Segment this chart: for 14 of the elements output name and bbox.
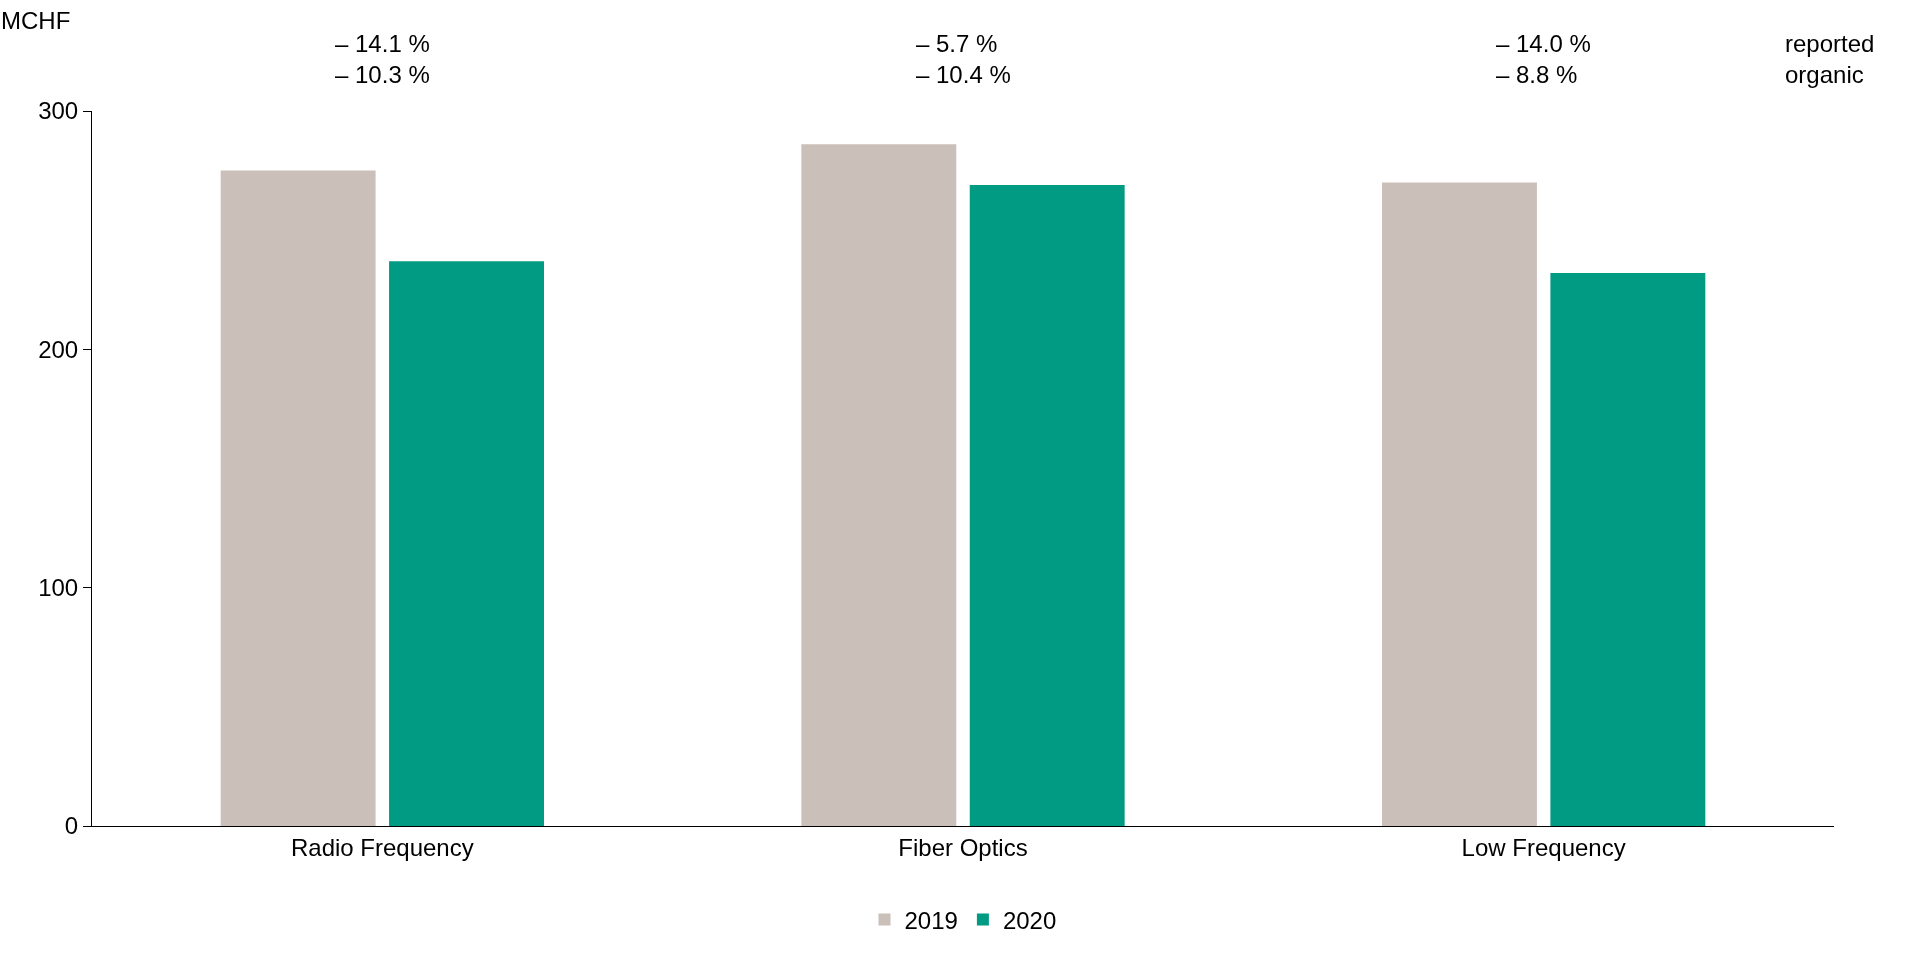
- x-tick-label: Low Frequency: [1461, 833, 1626, 861]
- text: – 14.1 % – 10.3 %: [335, 30, 430, 89]
- y-tick-label: 0: [64, 812, 79, 840]
- text: – 14.0 % – 8.8 %: [1496, 30, 1591, 89]
- legend-label: 2019: [904, 906, 958, 934]
- legend-label: 2020: [1002, 906, 1057, 934]
- text: – 5.7 % – 10.4 %: [916, 30, 1011, 89]
- y-tick-label: 100: [38, 574, 79, 602]
- text: reported organic: [1785, 30, 1875, 89]
- x-tick-label: Radio Frequency: [290, 833, 474, 861]
- y-tick-label: 200: [38, 335, 79, 363]
- y-tick-label: 300: [38, 97, 79, 125]
- x-tick-label: Fiber Optics: [898, 833, 1028, 861]
- y-axis-title: MCHF: [1, 7, 71, 34]
